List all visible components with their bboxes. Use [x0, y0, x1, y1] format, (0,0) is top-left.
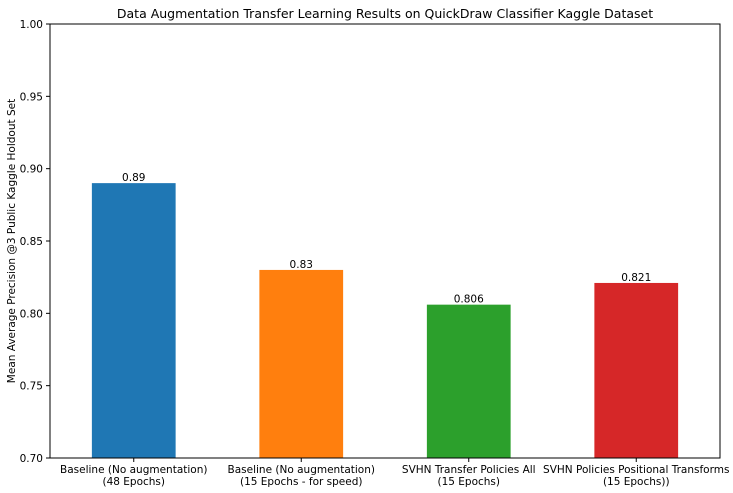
bar [594, 282, 679, 458]
bar-value-label: 0.821 [621, 272, 651, 284]
x-tick-label: (15 Epochs) [437, 476, 500, 488]
y-tick-label: 0.90 [20, 164, 43, 176]
bars-layer: 0.89 0.83 0.806 0.821 [91, 172, 679, 458]
x-tick-label: Baseline (No augmentation) [228, 464, 375, 476]
bar [259, 269, 344, 458]
bar-value-label: 0.83 [290, 259, 313, 271]
y-axis-label: Mean Average Precision @3 Public Kaggle … [6, 99, 18, 383]
y-tick-label: 1.00 [20, 19, 43, 31]
y-tick-label: 0.75 [20, 381, 43, 393]
bar [91, 183, 176, 458]
x-tick-label: (15 Epochs)) [603, 476, 670, 488]
x-tick-label: SVHN Transfer Policies All [402, 464, 536, 476]
x-tick-label: Baseline (No augmentation) [60, 464, 207, 476]
y-axis: 0.70 0.75 0.80 0.85 0.90 0.95 1.00 [20, 19, 50, 465]
x-tick-label: (48 Epochs) [102, 476, 165, 488]
y-tick-label: 0.85 [20, 236, 43, 248]
plot-frame [49, 23, 721, 459]
chart-title: Data Augmentation Transfer Learning Resu… [117, 6, 653, 21]
y-tick-label: 0.95 [20, 91, 43, 103]
bar-value-label: 0.89 [122, 172, 145, 184]
y-tick-label: 0.80 [20, 308, 43, 320]
y-tick-label: 0.70 [20, 453, 43, 465]
x-tick-label: SVHN Policies Positional Transforms [543, 464, 729, 476]
x-axis: Baseline (No augmentation)(48 Epochs)Bas… [60, 458, 729, 488]
bar [426, 304, 511, 458]
x-tick-label: (15 Epochs - for speed) [240, 476, 362, 488]
bar-value-label: 0.806 [454, 294, 484, 306]
